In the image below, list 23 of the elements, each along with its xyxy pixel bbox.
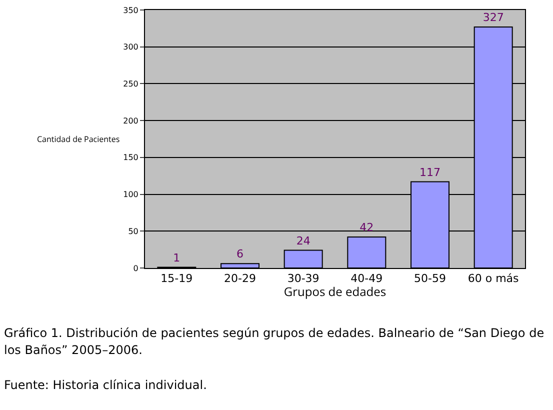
y-tick-label: 250 (123, 80, 138, 89)
data-label: 327 (482, 10, 504, 24)
x-tick-label: 20-29 (224, 272, 256, 286)
x-tick-label: 50-59 (414, 272, 446, 286)
x-axis-title: Grupos de edades (284, 283, 386, 300)
y-tick-label: 300 (123, 42, 138, 52)
data-label: 6 (236, 248, 244, 261)
x-tick-label: 60 o más (468, 272, 520, 286)
x-tick-label: 30-39 (287, 272, 320, 286)
y-tick-label: 200 (123, 116, 138, 126)
x-tick-label: 15-19 (160, 272, 193, 286)
y-tick-label: 150 (123, 153, 138, 162)
source-note: Fuente: Historia clínica individual. (4, 377, 208, 394)
y-tick-label: 0 (133, 264, 138, 273)
y-axis-title: Cantidad de Pacientes (37, 134, 120, 145)
x-tick-label: 40-49 (350, 272, 383, 286)
data-label: 24 (296, 234, 310, 248)
y-tick-label: 100 (123, 190, 138, 200)
y-tick-label: 350 (123, 6, 138, 15)
data-label: 117 (420, 166, 440, 179)
y-tick-label: 50 (128, 226, 138, 236)
text: Gráfico 1. Distribución de pacientes según grupos de edades. Balneario de “San Diego de los Baños” 2005–2006. (4, 325, 546, 359)
data-label: 1 (173, 251, 180, 264)
